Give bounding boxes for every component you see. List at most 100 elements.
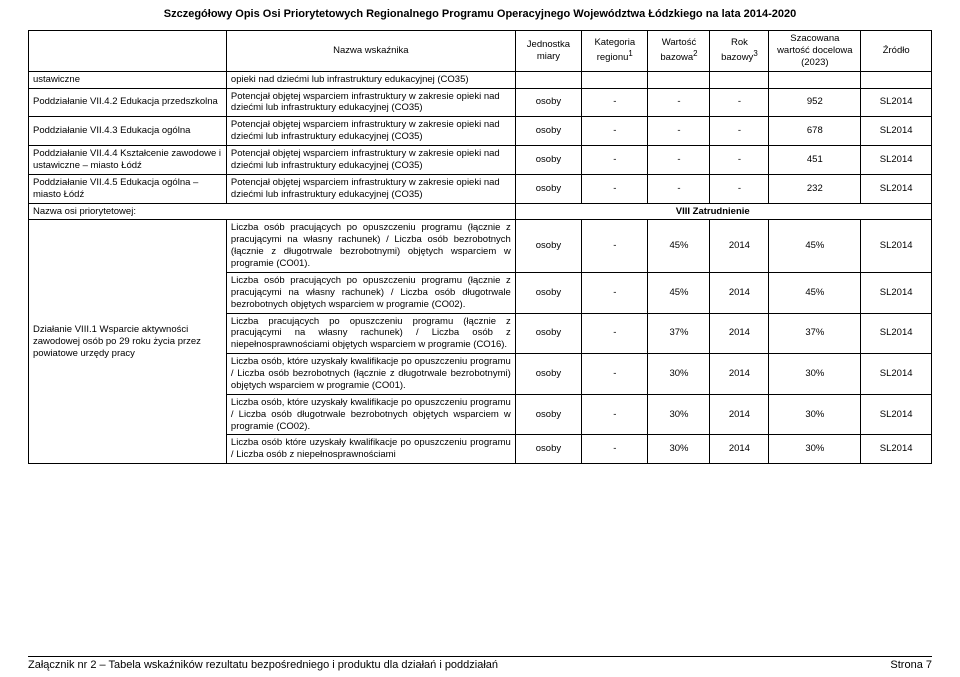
col-baseval-header: Wartość bazowa2 [648, 31, 710, 72]
table-cell: osoby [515, 146, 581, 175]
table-cell: SL2014 [861, 174, 932, 203]
table-cell: 45% [648, 272, 710, 313]
table-cell: - [648, 174, 710, 203]
table-cell: 2014 [710, 354, 769, 395]
col-source-header: Źródło [861, 31, 932, 72]
table-cell: 952 [769, 88, 861, 117]
table-cell: 451 [769, 146, 861, 175]
table-cell: 30% [648, 435, 710, 464]
axis-label: Nazwa osi priorytetowej: [29, 203, 516, 220]
table-cell: - [710, 146, 769, 175]
page-title: Szczegółowy Opis Osi Priorytetowych Regi… [28, 8, 932, 20]
table-row: Działanie VIII.1 Wsparcie aktywności zaw… [29, 220, 932, 273]
col-baseyear-header: Rok bazowy3 [710, 31, 769, 72]
page-footer: Załącznik nr 2 – Tabela wskaźników rezul… [28, 656, 932, 671]
table-cell: Potencjał objętej wsparciem infrastruktu… [226, 174, 515, 203]
table-cell: SL2014 [861, 88, 932, 117]
table-cell: - [582, 394, 648, 435]
table-cell: Poddziałanie VII.4.4 Kształcenie zawodow… [29, 146, 227, 175]
table-cell: 37% [769, 313, 861, 354]
table-cell: 30% [769, 354, 861, 395]
table-cell: ustawiczne [29, 71, 227, 88]
col-indicator-header: Nazwa wskaźnika [226, 31, 515, 72]
table-row: Poddziałanie VII.4.2 Edukacja przedszkol… [29, 88, 932, 117]
priority-axis-row: Nazwa osi priorytetowej: VIII Zatrudnien… [29, 203, 932, 220]
table-cell: Poddziałanie VII.4.5 Edukacja ogólna – m… [29, 174, 227, 203]
table-cell: SL2014 [861, 313, 932, 354]
table-cell: 45% [648, 220, 710, 273]
table-row: Poddziałanie VII.4.3 Edukacja ogólnaPote… [29, 117, 932, 146]
table-cell [710, 71, 769, 88]
table-cell: SL2014 [861, 220, 932, 273]
table-cell: - [648, 117, 710, 146]
table-cell: osoby [515, 117, 581, 146]
table-cell: - [582, 117, 648, 146]
table-cell: Potencjał objętej wsparciem infrastruktu… [226, 117, 515, 146]
table-cell: Liczba osób pracujących po opuszczeniu p… [226, 220, 515, 273]
table-cell: osoby [515, 435, 581, 464]
table-cell: Potencjał objętej wsparciem infrastruktu… [226, 146, 515, 175]
table-cell: - [710, 117, 769, 146]
table-cell: - [582, 272, 648, 313]
table-cell: 30% [648, 394, 710, 435]
table-cell: Liczba osób pracujących po opuszczeniu p… [226, 272, 515, 313]
table-cell: 2014 [710, 394, 769, 435]
table-cell [582, 71, 648, 88]
table-cell: SL2014 [861, 272, 932, 313]
table-cell: - [582, 435, 648, 464]
table-cell: SL2014 [861, 146, 932, 175]
col-unit-header: Jednostka miary [515, 31, 581, 72]
table-cell: 232 [769, 174, 861, 203]
table-cell: - [582, 146, 648, 175]
indicators-table: Nazwa wskaźnika Jednostka miary Kategori… [28, 30, 932, 464]
col-category-header: Kategoria regionu1 [582, 31, 648, 72]
table-cell: osoby [515, 394, 581, 435]
table-cell: 2014 [710, 313, 769, 354]
table-cell: Liczba osób które uzyskały kwalifikacje … [226, 435, 515, 464]
table-cell: Potencjał objętej wsparciem infrastruktu… [226, 88, 515, 117]
table-cell: SL2014 [861, 354, 932, 395]
table-cell: osoby [515, 354, 581, 395]
footer-left: Załącznik nr 2 – Tabela wskaźników rezul… [28, 659, 498, 671]
col-action-header [29, 31, 227, 72]
table-cell: - [582, 313, 648, 354]
table-cell: Poddziałanie VII.4.2 Edukacja przedszkol… [29, 88, 227, 117]
table-cell: 45% [769, 272, 861, 313]
table-cell: - [710, 174, 769, 203]
table-cell: - [710, 88, 769, 117]
col-target-header: Szacowana wartość docelowa (2023) [769, 31, 861, 72]
table-cell [648, 71, 710, 88]
table-cell: 678 [769, 117, 861, 146]
table-cell: 30% [769, 394, 861, 435]
table-cell: osoby [515, 220, 581, 273]
table-cell: 2014 [710, 220, 769, 273]
table-cell: osoby [515, 313, 581, 354]
footer-right: Strona 7 [890, 659, 932, 671]
table-cell: 2014 [710, 435, 769, 464]
table-cell: Liczba osób, które uzyskały kwalifikacje… [226, 394, 515, 435]
table-row: ustawiczneopieki nad dziećmi lub infrast… [29, 71, 932, 88]
table-cell [515, 71, 581, 88]
table-cell: SL2014 [861, 435, 932, 464]
table-cell: - [582, 220, 648, 273]
table-cell: osoby [515, 174, 581, 203]
table-cell: opieki nad dziećmi lub infrastruktury ed… [226, 71, 515, 88]
table-cell: 30% [769, 435, 861, 464]
table-cell: Liczba pracujących po opuszczeniu progra… [226, 313, 515, 354]
table-cell: - [582, 88, 648, 117]
table-cell: SL2014 [861, 394, 932, 435]
table-row: Poddziałanie VII.4.4 Kształcenie zawodow… [29, 146, 932, 175]
table-cell: Liczba osób, które uzyskały kwalifikacje… [226, 354, 515, 395]
table-cell: 30% [648, 354, 710, 395]
table-cell: osoby [515, 88, 581, 117]
table-cell: SL2014 [861, 117, 932, 146]
table-cell: - [582, 174, 648, 203]
table-row: Poddziałanie VII.4.5 Edukacja ogólna – m… [29, 174, 932, 203]
table-cell [769, 71, 861, 88]
table-cell: - [648, 88, 710, 117]
table-cell: Poddziałanie VII.4.3 Edukacja ogólna [29, 117, 227, 146]
table-cell [861, 71, 932, 88]
table-header-row: Nazwa wskaźnika Jednostka miary Kategori… [29, 31, 932, 72]
table-cell: 45% [769, 220, 861, 273]
table-cell: osoby [515, 272, 581, 313]
